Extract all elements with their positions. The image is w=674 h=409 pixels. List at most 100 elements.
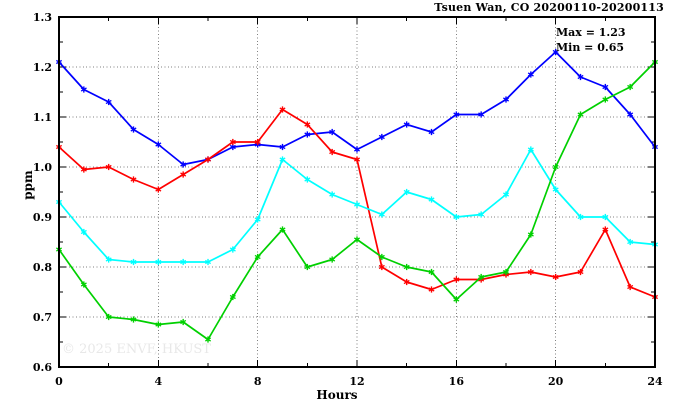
- data-point-marker: [329, 148, 336, 156]
- data-point-marker: [180, 171, 187, 178]
- data-point-marker: [428, 196, 435, 203]
- data-point-marker: [577, 73, 584, 81]
- data-point-marker: [527, 231, 534, 238]
- data-point-marker: [502, 191, 510, 198]
- data-point-marker: [254, 253, 261, 261]
- data-point-marker: [80, 228, 87, 236]
- data-point-marker: [353, 201, 361, 208]
- data-point-marker: [155, 186, 162, 193]
- data-point-marker: [453, 213, 460, 221]
- x-axis-label: Hours: [316, 388, 358, 402]
- data-point-marker: [453, 276, 460, 283]
- x-tick-label: 24: [647, 375, 663, 388]
- series-layer: [55, 48, 659, 343]
- data-point-marker: [204, 156, 212, 163]
- data-point-marker: [130, 126, 137, 133]
- data-point-marker: [304, 176, 311, 183]
- data-point-marker: [453, 111, 460, 118]
- data-point-marker: [453, 296, 460, 303]
- data-point-marker: [527, 146, 534, 153]
- data-point-marker: [204, 336, 212, 343]
- data-point-marker: [204, 258, 212, 266]
- data-point-marker: [254, 138, 261, 146]
- x-tick-label: 20: [548, 375, 564, 388]
- chart-series: [55, 48, 659, 168]
- y-axis-label: ppm: [21, 170, 35, 200]
- plot-frame: [58, 16, 656, 368]
- data-point-marker: [527, 268, 534, 276]
- data-point-marker: [552, 186, 559, 193]
- data-point-marker: [130, 176, 137, 183]
- minmax-annotation: Max = 1.23 Min = 0.65: [556, 25, 626, 55]
- data-point-marker: [502, 268, 510, 276]
- data-point-marker: [105, 163, 112, 171]
- data-point-marker: [229, 246, 236, 253]
- data-point-marker: [279, 106, 286, 113]
- data-point-marker: [353, 146, 361, 153]
- data-point-marker: [602, 96, 609, 103]
- y-tick-label: 0.7: [33, 311, 52, 324]
- data-point-marker: [105, 256, 112, 263]
- data-point-marker: [577, 213, 584, 221]
- data-point-marker: [378, 133, 385, 141]
- chart-title: Tsuen Wan, CO 20200110-20200113: [434, 1, 664, 14]
- data-point-marker: [229, 138, 236, 146]
- data-point-marker: [478, 111, 485, 118]
- data-point-marker: [403, 263, 410, 271]
- data-point-marker: [279, 143, 286, 151]
- data-point-marker: [577, 268, 584, 276]
- data-point-marker: [155, 141, 162, 148]
- data-point-marker: [403, 188, 410, 196]
- data-point-marker: [502, 96, 510, 103]
- data-point-marker: [378, 253, 385, 261]
- data-point-marker: [577, 111, 584, 118]
- data-point-marker: [105, 98, 112, 106]
- data-point-marker: [353, 236, 361, 243]
- y-tick-label: 1.3: [33, 11, 52, 24]
- data-point-marker: [478, 211, 485, 218]
- x-tick-label: 4: [155, 375, 163, 388]
- data-point-marker: [155, 258, 162, 266]
- y-tick-label: 0.6: [33, 361, 52, 374]
- data-point-marker: [602, 226, 609, 233]
- data-point-marker: [353, 156, 361, 163]
- data-point-marker: [80, 281, 87, 288]
- data-point-marker: [428, 286, 435, 293]
- data-point-marker: [403, 121, 410, 128]
- ticks-layer: [58, 16, 656, 368]
- x-tick-label: 0: [55, 375, 63, 388]
- data-point-marker: [180, 161, 187, 168]
- data-point-marker: [627, 283, 634, 291]
- data-point-marker: [378, 263, 385, 271]
- data-point-marker: [279, 226, 286, 233]
- y-tick-label: 1.1: [33, 111, 52, 124]
- data-point-marker: [627, 83, 634, 91]
- data-point-marker: [80, 86, 87, 93]
- y-tick-label: 0.9: [33, 211, 52, 224]
- data-point-marker: [229, 293, 236, 301]
- data-point-marker: [552, 163, 559, 171]
- data-point-marker: [428, 128, 435, 136]
- data-point-marker: [378, 211, 385, 218]
- data-point-marker: [552, 48, 559, 56]
- data-point-marker: [403, 278, 410, 286]
- x-tick-label: 8: [254, 375, 262, 388]
- data-point-marker: [527, 71, 534, 78]
- data-point-marker: [130, 316, 137, 323]
- data-point-marker: [180, 258, 187, 266]
- data-point-marker: [304, 131, 311, 138]
- data-point-marker: [155, 321, 162, 328]
- data-point-marker: [105, 313, 112, 321]
- chart-series: [55, 146, 659, 266]
- data-point-marker: [329, 256, 336, 263]
- data-point-marker: [80, 166, 87, 173]
- data-point-marker: [130, 258, 137, 266]
- grid-layer: [59, 17, 655, 367]
- data-point-marker: [329, 191, 336, 198]
- data-point-marker: [552, 273, 559, 281]
- data-point-marker: [254, 216, 261, 223]
- tick-labels-layer: 0.6 0.7 0.8 0.9 1.0 1.1 1.2 1.3 0 4 8 12 16 20 24: [33, 11, 663, 388]
- data-point-marker: [478, 273, 485, 281]
